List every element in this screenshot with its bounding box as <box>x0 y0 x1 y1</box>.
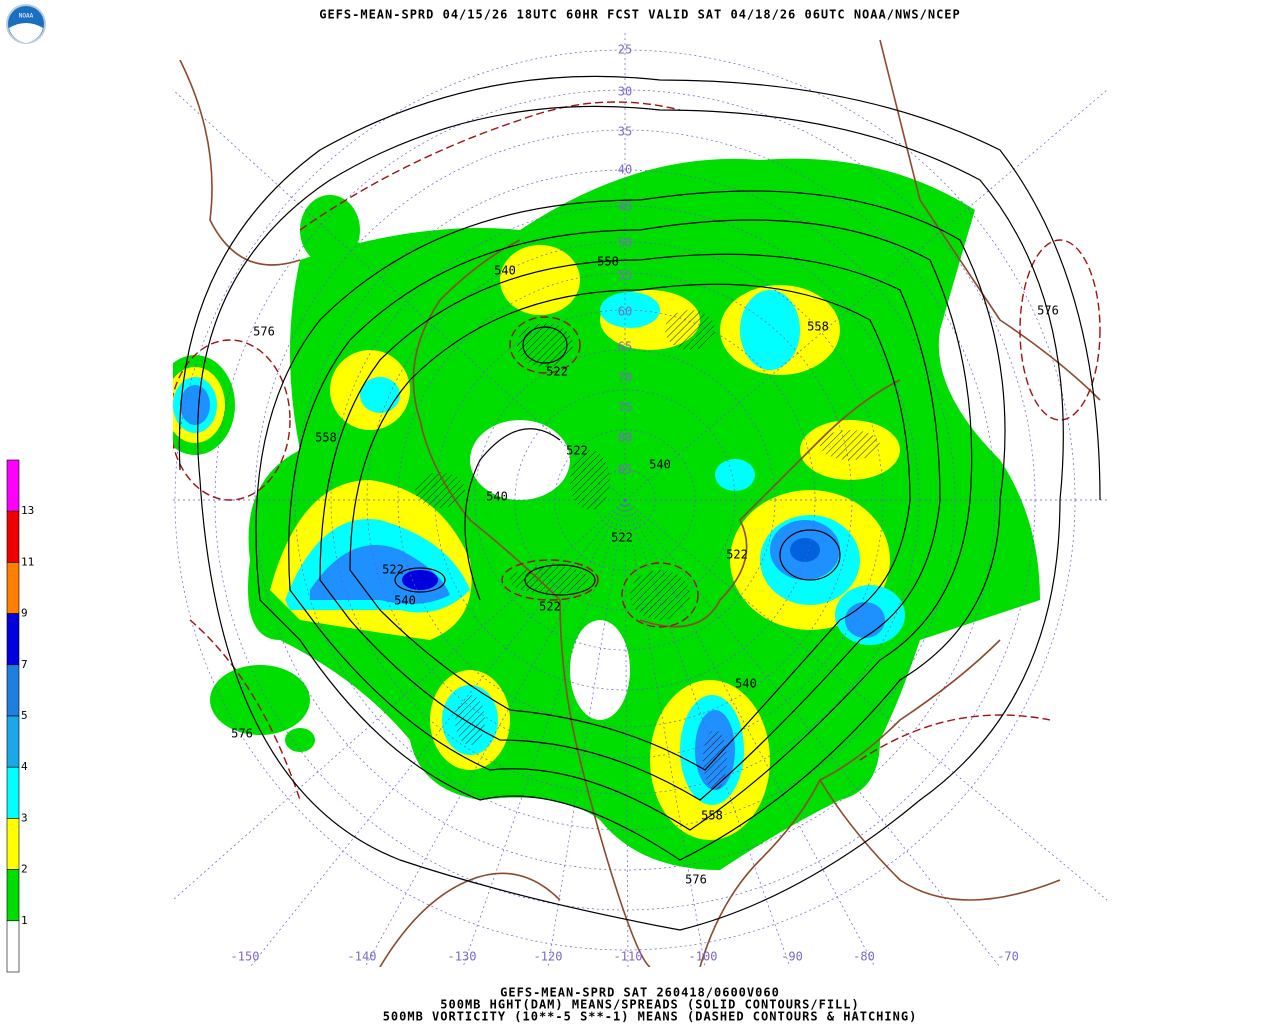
contour-label: 576 <box>685 873 707 887</box>
vorticity-contours <box>173 101 1101 801</box>
contour-label: 522 <box>539 600 561 614</box>
legend-swatch <box>6 818 20 870</box>
legend-swatch <box>6 613 20 666</box>
logo-text: NOAA <box>19 13 34 20</box>
contour-label: 558 <box>807 320 829 334</box>
legend-label: 7 <box>21 658 28 671</box>
title: GEFS-MEAN-SPRD 04/15/26 18UTC 60HR FCST … <box>319 8 961 22</box>
footer-line: GEFS-MEAN-SPRD SAT 260418/0600V060 <box>500 986 780 1000</box>
legend-label: 13 <box>21 504 34 517</box>
contour-label: 576 <box>231 727 253 741</box>
legend-label: 1 <box>21 914 28 927</box>
contour-label: 558 <box>315 431 337 445</box>
longitude-label: -140 <box>348 950 377 964</box>
latitude-label: 60 <box>618 305 632 319</box>
latitude-label: 50 <box>618 236 632 250</box>
map-labels: 25 30 35 40 45 50 55 60 65 70 75 80 85 -150 -140 -130 -1… <box>231 43 1059 964</box>
legend-label: 2 <box>21 863 28 876</box>
graticule <box>173 33 1107 967</box>
longitude-label: -120 <box>534 950 563 964</box>
latitude-label: 25 <box>618 43 632 57</box>
latitude-label: 30 <box>618 85 632 99</box>
contour-label: 522 <box>566 444 588 458</box>
legend-label: 4 <box>21 760 28 773</box>
legend-swatch <box>6 715 20 768</box>
legend-swatch <box>6 459 20 512</box>
legend-label: 11 <box>21 555 34 568</box>
contour-label: 558 <box>597 255 619 269</box>
legend-label: 3 <box>21 811 28 824</box>
contour-label: 540 <box>486 490 508 504</box>
contour-label: 558 <box>701 809 723 823</box>
latitude-label: 55 <box>618 269 632 283</box>
contour-label: 522 <box>726 548 748 562</box>
contour-label: 540 <box>649 458 671 472</box>
latitude-label: 35 <box>618 125 632 139</box>
footer-line: 500MB HGHT(DAM) MEANS/SPREADS (SOLID CON… <box>440 998 859 1012</box>
legend-swatch <box>6 766 20 819</box>
vorticity-hatching <box>415 310 880 790</box>
legend-swatch <box>6 920 20 973</box>
legend-swatch <box>6 510 20 563</box>
longitude-label: -100 <box>689 950 718 964</box>
latitude-label: 70 <box>618 371 632 385</box>
longitude-label: -70 <box>997 950 1019 964</box>
latitude-label: 65 <box>618 340 632 354</box>
contour-label: 540 <box>494 264 516 278</box>
latitude-label: 85 <box>618 463 632 477</box>
legend-swatch <box>6 562 20 614</box>
longitude-label: -90 <box>781 950 803 964</box>
legend-swatch <box>6 664 20 717</box>
map <box>173 33 1107 967</box>
contour-label: 522 <box>611 531 633 545</box>
noaa-logo: NOAA <box>6 4 46 44</box>
footer-line: 500MB VORTICITY (10**-5 S**-1) MEANS (DA… <box>383 1010 918 1024</box>
longitude-label: -150 <box>231 950 260 964</box>
longitude-label: -80 <box>853 950 875 964</box>
contour-label: 576 <box>253 325 275 339</box>
contour-label: 540 <box>735 677 757 691</box>
height-contours <box>178 75 1101 931</box>
contour-label: 522 <box>546 365 568 379</box>
longitude-label: -130 <box>448 950 477 964</box>
longitude-label: -110 <box>614 950 643 964</box>
legend-label: 5 <box>21 709 28 722</box>
legend: 13 11 9 7 5 4 3 2 1 <box>6 459 34 973</box>
legend-swatch <box>6 869 20 922</box>
contour-label: 540 <box>394 594 416 608</box>
contour-label: 522 <box>382 563 404 577</box>
latitude-label: 80 <box>618 431 632 445</box>
legend-label: 9 <box>21 607 28 620</box>
latitude-label: 45 <box>618 200 632 214</box>
latitude-label: 40 <box>618 163 632 177</box>
contour-label: 576 <box>1037 304 1059 318</box>
latitude-label: 75 <box>618 401 632 415</box>
